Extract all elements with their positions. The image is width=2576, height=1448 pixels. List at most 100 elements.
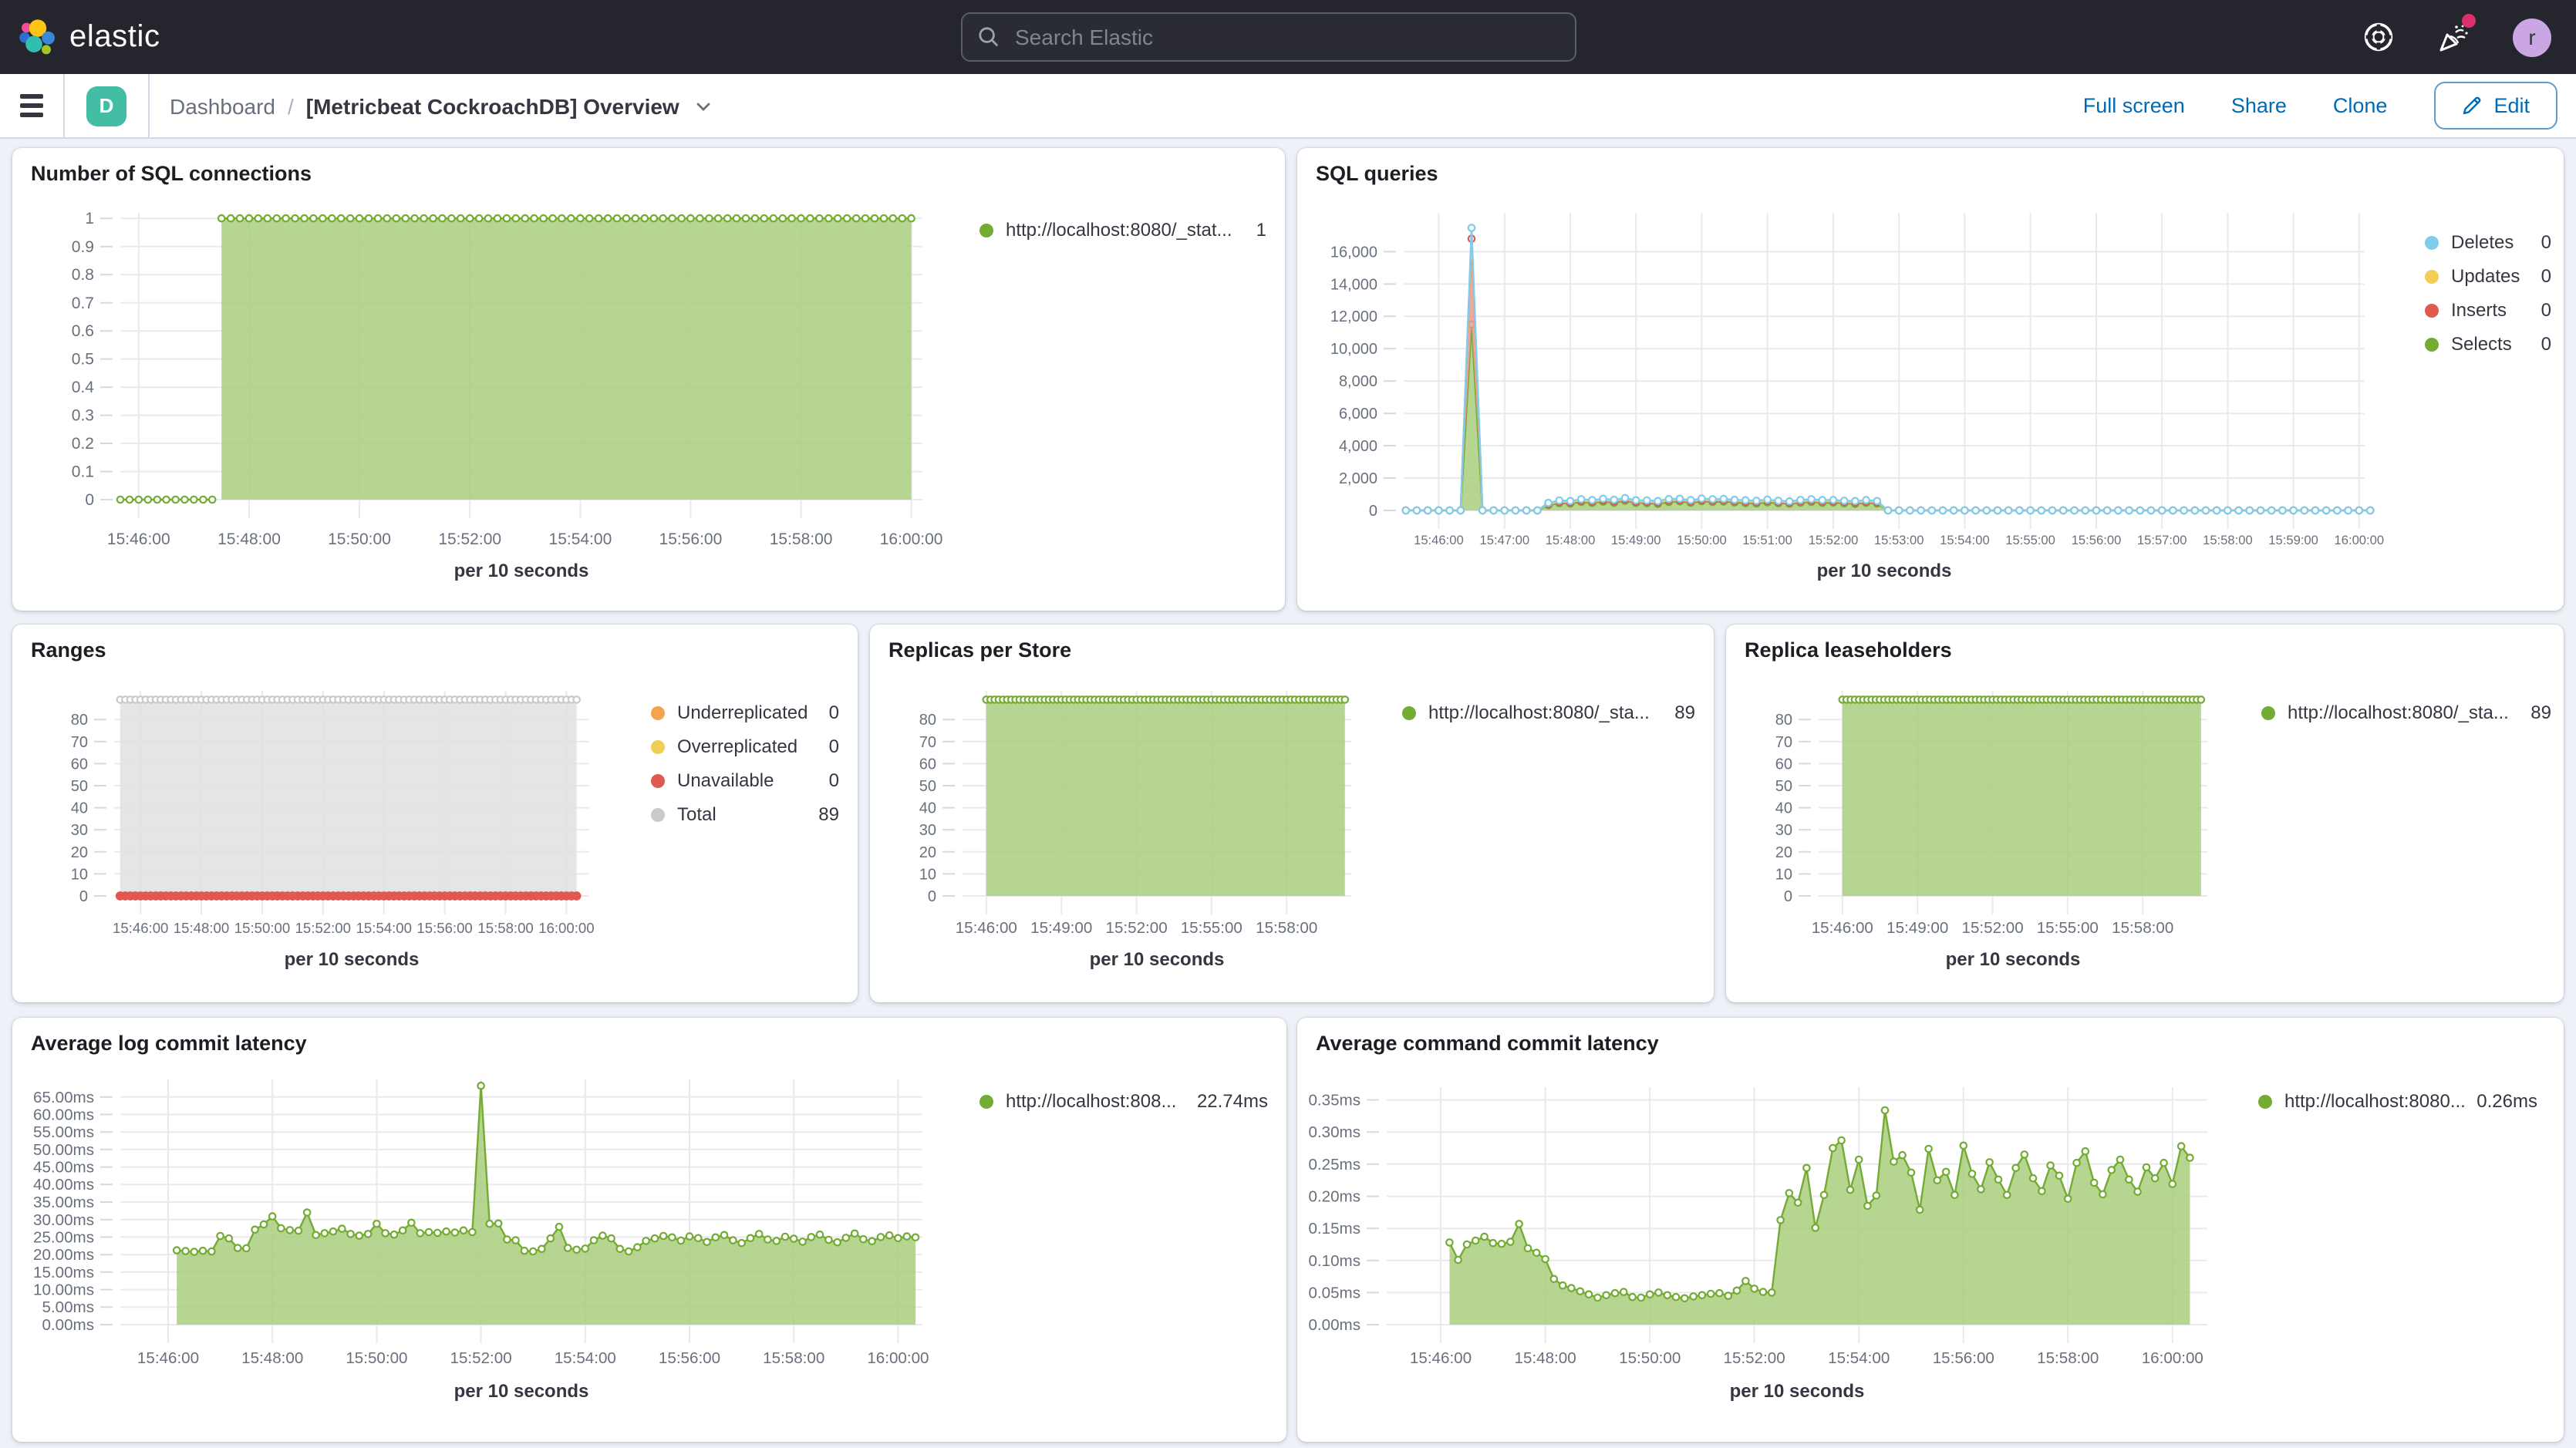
legend-row[interactable]: http://localhost:8080/_stat...1 [979, 213, 1266, 247]
svg-text:16,000: 16,000 [1330, 244, 1377, 261]
elastic-logo[interactable]: elastic [17, 0, 160, 74]
clone-button[interactable]: Clone [2333, 94, 2388, 117]
legend-dot-icon [651, 705, 665, 719]
command-commit-latency-chart[interactable]: 0.00ms0.05ms0.10ms0.15ms0.20ms0.25ms0.30… [1297, 1018, 2564, 1442]
legend-label: Selects [2451, 333, 2512, 355]
svg-text:15:56:00: 15:56:00 [416, 920, 472, 936]
svg-text:15:56:00: 15:56:00 [2072, 533, 2122, 547]
svg-text:15:58:00: 15:58:00 [1256, 919, 1317, 937]
top-navbar: elastic [0, 0, 2576, 74]
breadcrumb-dashboard[interactable]: Dashboard [170, 93, 275, 118]
svg-text:0.2: 0.2 [72, 435, 94, 453]
svg-text:15:46:00: 15:46:00 [1410, 1349, 1472, 1367]
elastic-logo-icon [17, 18, 56, 56]
newsfeed-button[interactable] [2437, 20, 2471, 54]
svg-text:55.00ms: 55.00ms [33, 1123, 94, 1141]
menu-bar [20, 95, 43, 99]
svg-text:5.00ms: 5.00ms [42, 1298, 94, 1316]
legend-value: 0 [2541, 265, 2551, 287]
legend-label: http://localhost:808... [1006, 1090, 1177, 1112]
chevron-down-icon [695, 96, 713, 115]
svg-text:15:52:00: 15:52:00 [450, 1349, 512, 1367]
dashboard-actions: Full screen Share Clone Edit [2083, 82, 2557, 130]
legend-dot-icon [651, 773, 665, 787]
dashboard-app-badge[interactable]: D [86, 86, 126, 126]
svg-text:0.9: 0.9 [72, 238, 94, 256]
user-avatar[interactable]: r [2513, 18, 2551, 56]
legend-dot-icon [1402, 705, 1416, 719]
navbar-right: r [2362, 0, 2551, 74]
svg-text:15:55:00: 15:55:00 [1181, 919, 1242, 937]
svg-text:20: 20 [71, 844, 88, 861]
legend-dot-icon [2425, 235, 2439, 249]
svg-text:16:00:00: 16:00:00 [880, 530, 943, 548]
help-icon[interactable] [2362, 20, 2396, 54]
svg-text:16:00:00: 16:00:00 [2335, 533, 2385, 547]
title-menu-button[interactable] [695, 96, 713, 115]
panel-replicas-per-store: Replicas per Store 0102030405060708015:4… [870, 625, 1714, 1002]
svg-text:15:46:00: 15:46:00 [956, 919, 1017, 937]
legend-row[interactable]: http://localhost:808...22.74ms [979, 1084, 1268, 1118]
breadcrumb-bar: D Dashboard / [Metricbeat CockroachDB] O… [0, 74, 2576, 139]
legend-row[interactable]: Deletes0 [2425, 225, 2551, 259]
edit-button[interactable]: Edit [2433, 82, 2557, 130]
legend-row[interactable]: Inserts0 [2425, 293, 2551, 327]
svg-text:60: 60 [1775, 756, 1792, 773]
svg-text:15:46:00: 15:46:00 [1414, 533, 1464, 547]
svg-text:15:48:00: 15:48:00 [1546, 533, 1596, 547]
legend-value: 0 [2541, 231, 2551, 253]
svg-text:60: 60 [919, 756, 936, 773]
legend-row[interactable]: Overreplicated0 [651, 729, 839, 763]
menu-bar [20, 113, 43, 116]
legend-row[interactable]: http://localhost:8080...0.26ms [2258, 1084, 2537, 1118]
log-commit-latency-chart[interactable]: 0.00ms5.00ms10.00ms15.00ms20.00ms25.00ms… [12, 1018, 1286, 1442]
svg-text:0.6: 0.6 [72, 322, 94, 340]
svg-text:15:50:00: 15:50:00 [1677, 533, 1727, 547]
svg-text:0: 0 [1369, 503, 1377, 520]
svg-text:0.15ms: 0.15ms [1308, 1220, 1360, 1238]
legend-row[interactable]: Total89 [651, 797, 839, 831]
legend-label: Updates [2451, 265, 2520, 287]
svg-text:80: 80 [1775, 712, 1792, 729]
svg-text:16:00:00: 16:00:00 [2142, 1349, 2203, 1367]
legend-row[interactable]: Selects0 [2425, 327, 2551, 361]
svg-text:15:56:00: 15:56:00 [659, 1349, 720, 1367]
svg-text:15:52:00: 15:52:00 [1106, 919, 1168, 937]
search-input[interactable] [1012, 23, 1559, 51]
sql-queries-chart[interactable]: 02,0004,0006,0008,00010,00012,00014,0001… [1297, 148, 2564, 611]
svg-text:40: 40 [919, 800, 936, 817]
svg-text:per 10 seconds: per 10 seconds [454, 561, 589, 581]
legend-row[interactable]: Unavailable0 [651, 763, 839, 797]
legend-row[interactable]: Underreplicated0 [651, 695, 839, 729]
edit-pencil-icon [2461, 96, 2481, 116]
global-search[interactable] [961, 12, 1576, 62]
legend-dot-icon [979, 1094, 993, 1108]
legend-value: 89 [2530, 702, 2551, 723]
svg-text:0.05ms: 0.05ms [1308, 1284, 1360, 1302]
svg-text:15:54:00: 15:54:00 [1828, 1349, 1890, 1367]
legend-value: 0.26ms [2477, 1090, 2537, 1112]
share-button[interactable]: Share [2231, 94, 2287, 117]
replica-leaseholders-chart[interactable]: 0102030405060708015:46:0015:49:0015:52:0… [1726, 625, 2564, 1002]
replicas-per-store-chart[interactable]: 0102030405060708015:46:0015:49:0015:52:0… [870, 625, 1714, 1002]
svg-text:15:47:00: 15:47:00 [1480, 533, 1530, 547]
menu-button[interactable] [0, 73, 63, 138]
legend-row[interactable]: http://localhost:8080/_sta...89 [1402, 695, 1695, 729]
legend-dot-icon [2425, 337, 2439, 351]
panel-ranges: Ranges 0102030405060708015:46:0015:48:00… [12, 625, 858, 1002]
svg-text:15:52:00: 15:52:00 [1724, 1349, 1785, 1367]
svg-text:15:46:00: 15:46:00 [107, 530, 170, 548]
svg-text:15:52:00: 15:52:00 [295, 920, 351, 936]
panel-sql-connections: Number of SQL connections 00.10.20.30.40… [12, 148, 1285, 611]
svg-text:0.00ms: 0.00ms [1308, 1316, 1360, 1334]
svg-text:0.25ms: 0.25ms [1308, 1156, 1360, 1174]
legend-row[interactable]: Updates 0 [2425, 259, 2551, 293]
svg-text:15:58:00: 15:58:00 [770, 530, 833, 548]
svg-text:15:54:00: 15:54:00 [555, 1349, 616, 1367]
full-screen-button[interactable]: Full screen [2083, 94, 2185, 117]
svg-text:6,000: 6,000 [1339, 406, 1377, 423]
svg-text:0.3: 0.3 [72, 407, 94, 425]
svg-text:25.00ms: 25.00ms [33, 1228, 94, 1246]
legend-row[interactable]: http://localhost:8080/_sta...89 [2261, 695, 2551, 729]
svg-text:16:00:00: 16:00:00 [867, 1349, 929, 1367]
